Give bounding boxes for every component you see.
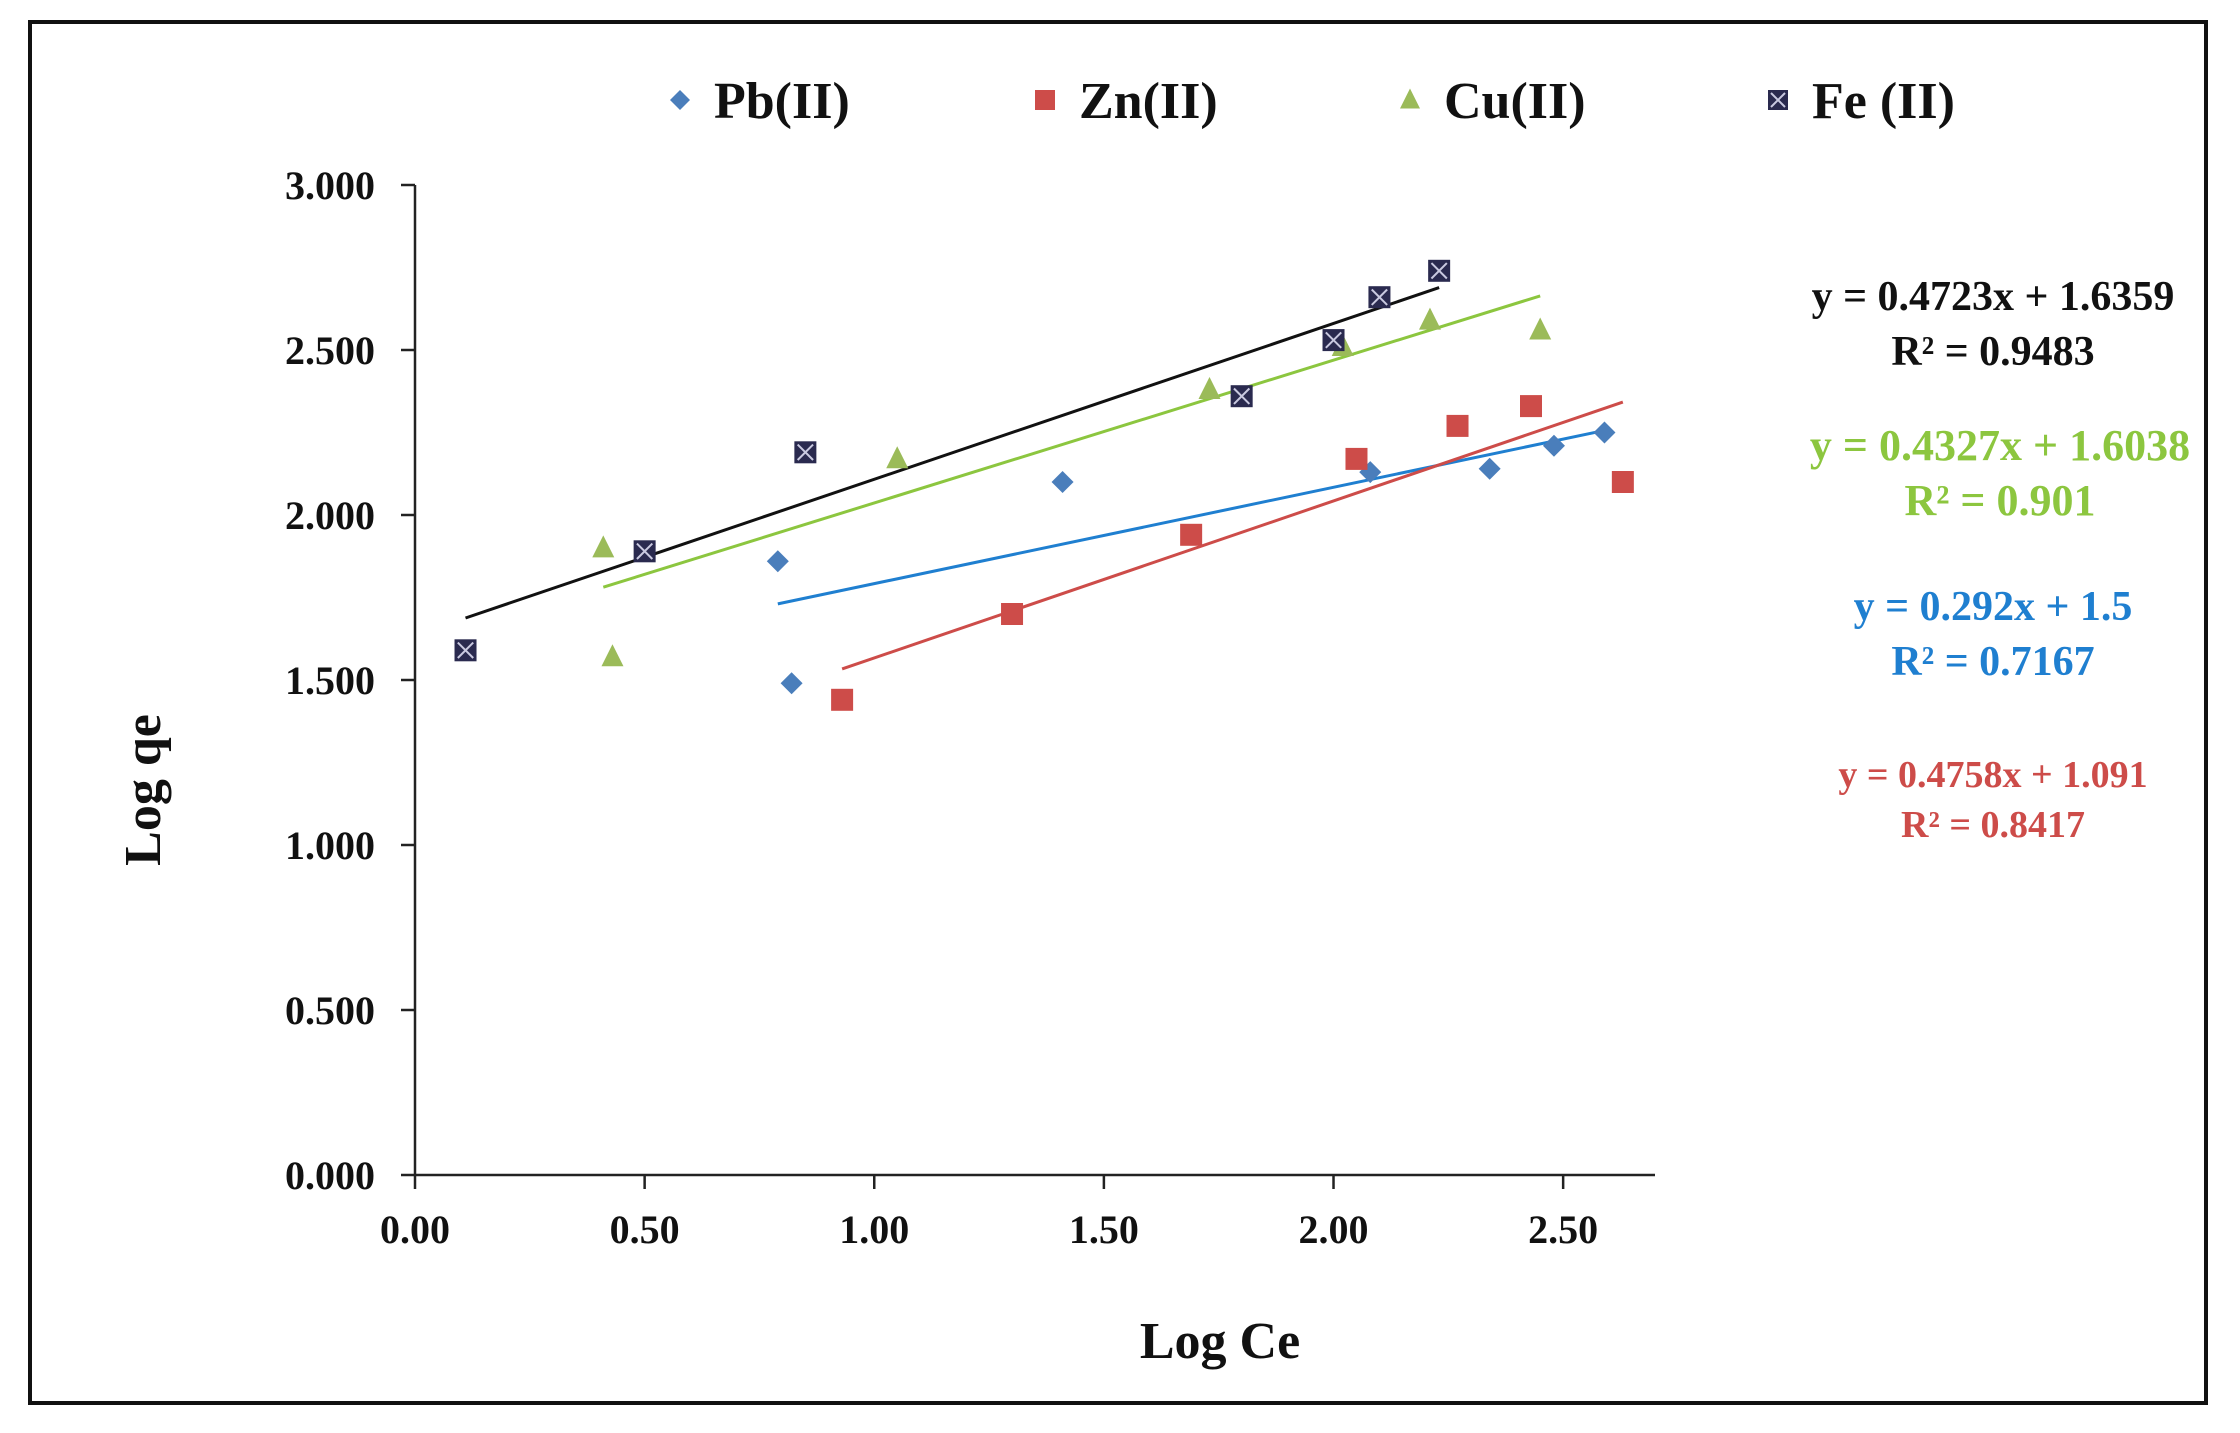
point-1-6	[1611, 471, 1634, 493]
chart-frame	[28, 20, 2208, 1405]
x-tick-label: 0.50	[610, 1207, 680, 1252]
point-2-3	[1198, 376, 1221, 399]
trendlines	[465, 286, 1624, 671]
trendline-3	[465, 286, 1440, 620]
legend-marker-0	[670, 90, 690, 110]
point-3-2	[794, 441, 817, 464]
legend-label-1: Zn(II)	[1079, 73, 1218, 130]
legend-marker-1	[1035, 90, 1055, 110]
r-squared-0: R² = 0.7167	[1891, 639, 2094, 685]
point-3-4	[1322, 329, 1345, 352]
point-3-3	[1230, 385, 1253, 408]
legend-label-3: Fe (II)	[1812, 73, 1955, 130]
point-1-1	[1001, 603, 1024, 625]
x-tick-label: 0.00	[380, 1207, 450, 1252]
x-tick-label: 1.50	[1069, 1207, 1139, 1252]
point-3-5	[1368, 286, 1391, 309]
y-axis-label: Log qe	[115, 714, 172, 866]
point-0-0	[766, 550, 789, 573]
x-tick-label: 1.00	[839, 1207, 909, 1252]
axes: 0.000 0.500 1.000 1.500 2.000 2.500 3.000 0.00 0…	[285, 163, 1655, 1252]
equation-1: y = 0.4758x + 1.091	[1838, 754, 2147, 796]
point-2-5	[1418, 307, 1441, 330]
y-tick-label: 1.000	[285, 823, 375, 868]
equation-3: y = 0.4723x + 1.6359	[1812, 274, 2175, 320]
x-tick-label: 2.00	[1299, 1207, 1369, 1252]
trendline-2	[602, 294, 1541, 589]
point-1-0	[831, 688, 854, 711]
point-0-1	[780, 672, 803, 695]
trendline-1	[841, 400, 1624, 671]
legend-item-1[interactable]: Zn(II)	[1035, 73, 1218, 130]
y-tick-label: 2.000	[285, 493, 375, 538]
legend-label-0: Pb(II)	[714, 73, 850, 130]
point-2-6	[1529, 317, 1552, 340]
point-1-4	[1446, 414, 1469, 437]
legend-marker-2	[1400, 88, 1420, 109]
equations: y = 0.292x + 1.5 R² = 0.7167 y = 0.4758x +…	[1810, 274, 2190, 846]
point-1-3	[1345, 447, 1368, 470]
y-tick-label: 0.500	[285, 988, 375, 1033]
point-0-6	[1593, 421, 1616, 444]
legend-item-2[interactable]: Cu(II)	[1400, 73, 1586, 130]
legend-marker-3	[1768, 90, 1788, 110]
legend[interactable]: Pb(II) Zn(II) Cu(II) Fe (II)	[670, 73, 1955, 130]
y-tick-label: 1.500	[285, 658, 375, 703]
x-axis-label: Log Ce	[1140, 1313, 1300, 1370]
r-squared-1: R² = 0.8417	[1901, 804, 2085, 846]
markers	[454, 259, 1634, 711]
r-squared-2: R² = 0.901	[1904, 476, 2095, 525]
point-3-1	[633, 540, 656, 563]
y-tick-label: 0.000	[285, 1153, 375, 1198]
point-2-0	[592, 535, 615, 558]
r-squared-3: R² = 0.9483	[1891, 329, 2094, 375]
point-2-2	[886, 446, 909, 469]
point-3-0	[454, 639, 477, 662]
point-1-2	[1180, 523, 1203, 546]
point-0-5	[1542, 434, 1565, 457]
point-2-1	[601, 644, 624, 667]
legend-item-0[interactable]: Pb(II)	[670, 73, 850, 130]
x-tick-label: 2.50	[1528, 1207, 1598, 1252]
legend-label-2: Cu(II)	[1444, 73, 1586, 130]
trendline-0	[777, 428, 1605, 606]
point-3-6	[1428, 259, 1451, 282]
point-1-5	[1520, 395, 1542, 418]
point-0-4	[1478, 457, 1501, 480]
y-tick-label: 3.000	[285, 163, 375, 208]
point-0-2	[1051, 471, 1074, 493]
legend-item-3[interactable]: Fe (II)	[1768, 73, 1955, 130]
y-tick-label: 2.500	[285, 328, 375, 373]
equation-2: y = 0.4327x + 1.6038	[1810, 421, 2190, 470]
equation-0: y = 0.292x + 1.5	[1854, 584, 2133, 630]
